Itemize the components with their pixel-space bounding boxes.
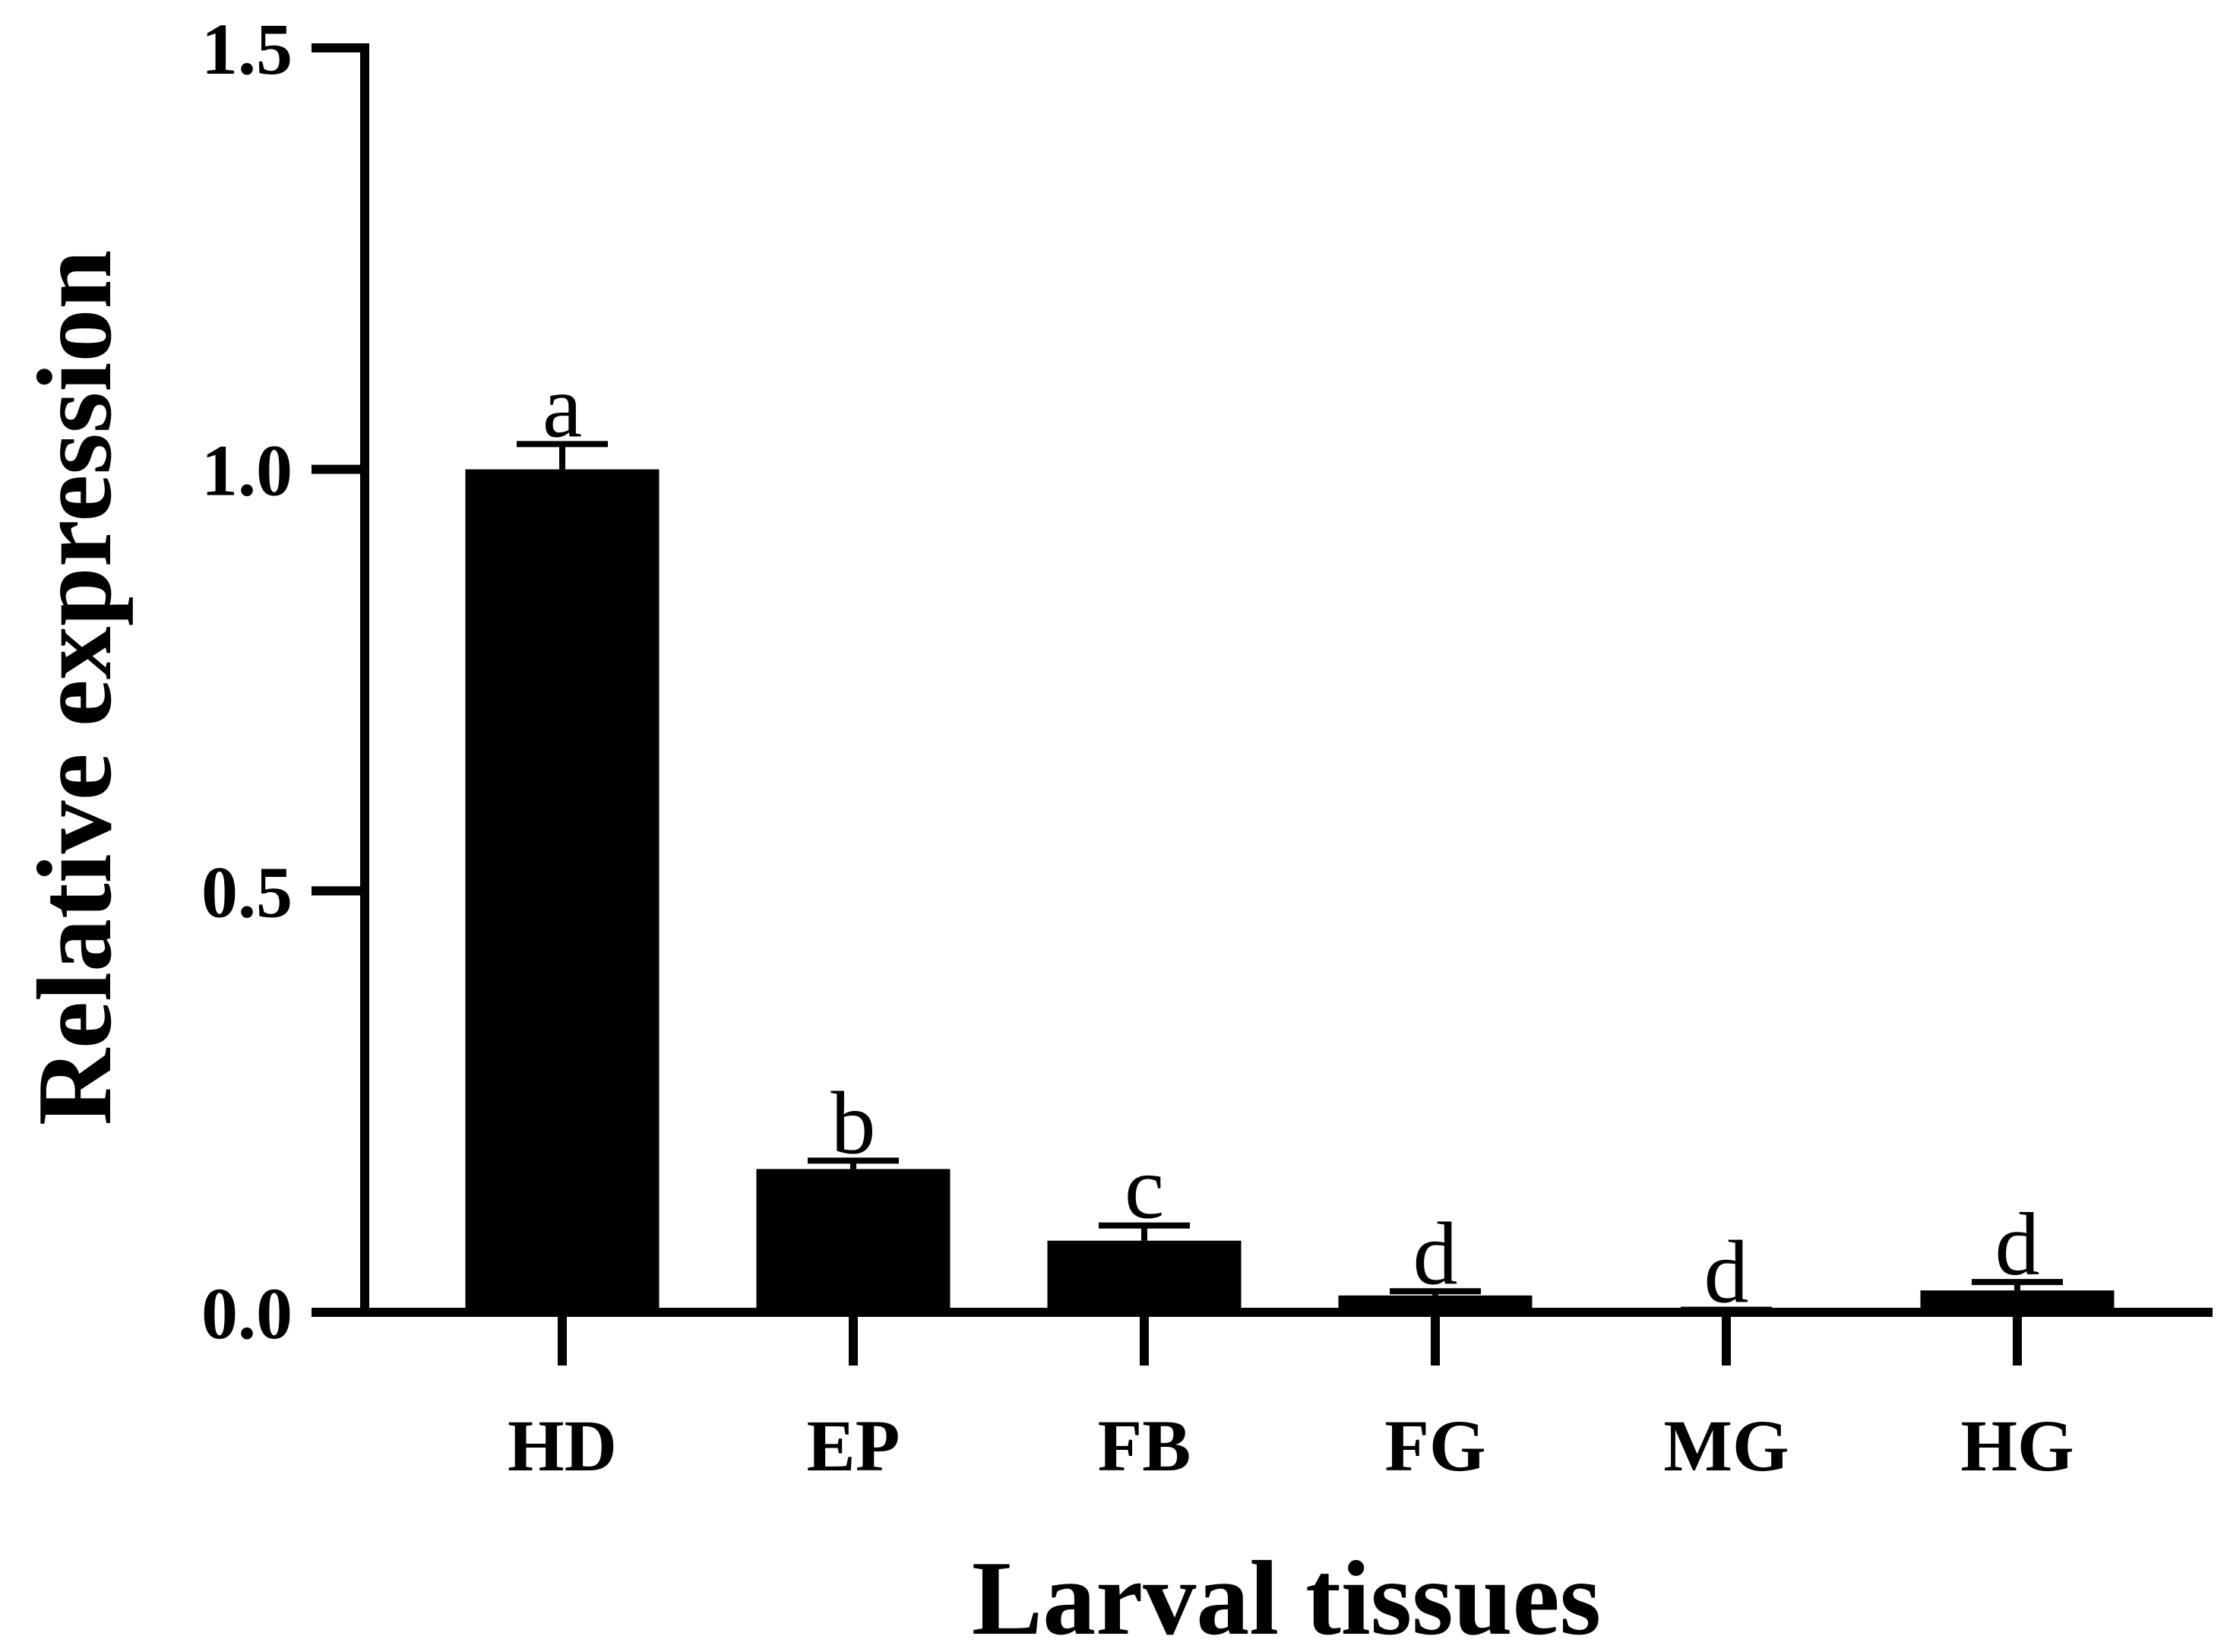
bar — [1338, 1295, 1533, 1312]
bar — [465, 469, 660, 1312]
significance-label: d — [1995, 1195, 2040, 1294]
x-tick-label: EP — [807, 1405, 900, 1486]
significance-label: b — [831, 1073, 876, 1173]
x-tick-label: MG — [1663, 1405, 1789, 1486]
y-axis: 0.0 0.5 1.0 1.5 — [201, 8, 369, 1354]
y-axis-title: Relative expression — [16, 250, 134, 1125]
bars: a b c d d d — [465, 356, 2115, 1322]
y-tick-label: 1.0 — [201, 430, 293, 511]
x-tick-label: HG — [1960, 1405, 2074, 1486]
bar — [1920, 1290, 2115, 1312]
x-axis-title: Larval tissues — [972, 1540, 1601, 1652]
bar — [756, 1169, 951, 1312]
significance-label: a — [543, 356, 582, 456]
x-axis: HD EP FB FG MG HG — [360, 1308, 2213, 1486]
significance-label: d — [1704, 1223, 1749, 1322]
x-tick-label: HD — [508, 1405, 617, 1486]
x-tick-label: FB — [1098, 1405, 1191, 1486]
bar — [1047, 1240, 1242, 1312]
significance-label: d — [1413, 1204, 1458, 1303]
x-tick-label: FG — [1384, 1405, 1485, 1486]
y-tick-label: 0.5 — [201, 851, 293, 932]
y-tick-label: 0.0 — [201, 1273, 293, 1354]
y-tick-label: 1.5 — [201, 8, 293, 90]
significance-label: c — [1125, 1138, 1164, 1238]
